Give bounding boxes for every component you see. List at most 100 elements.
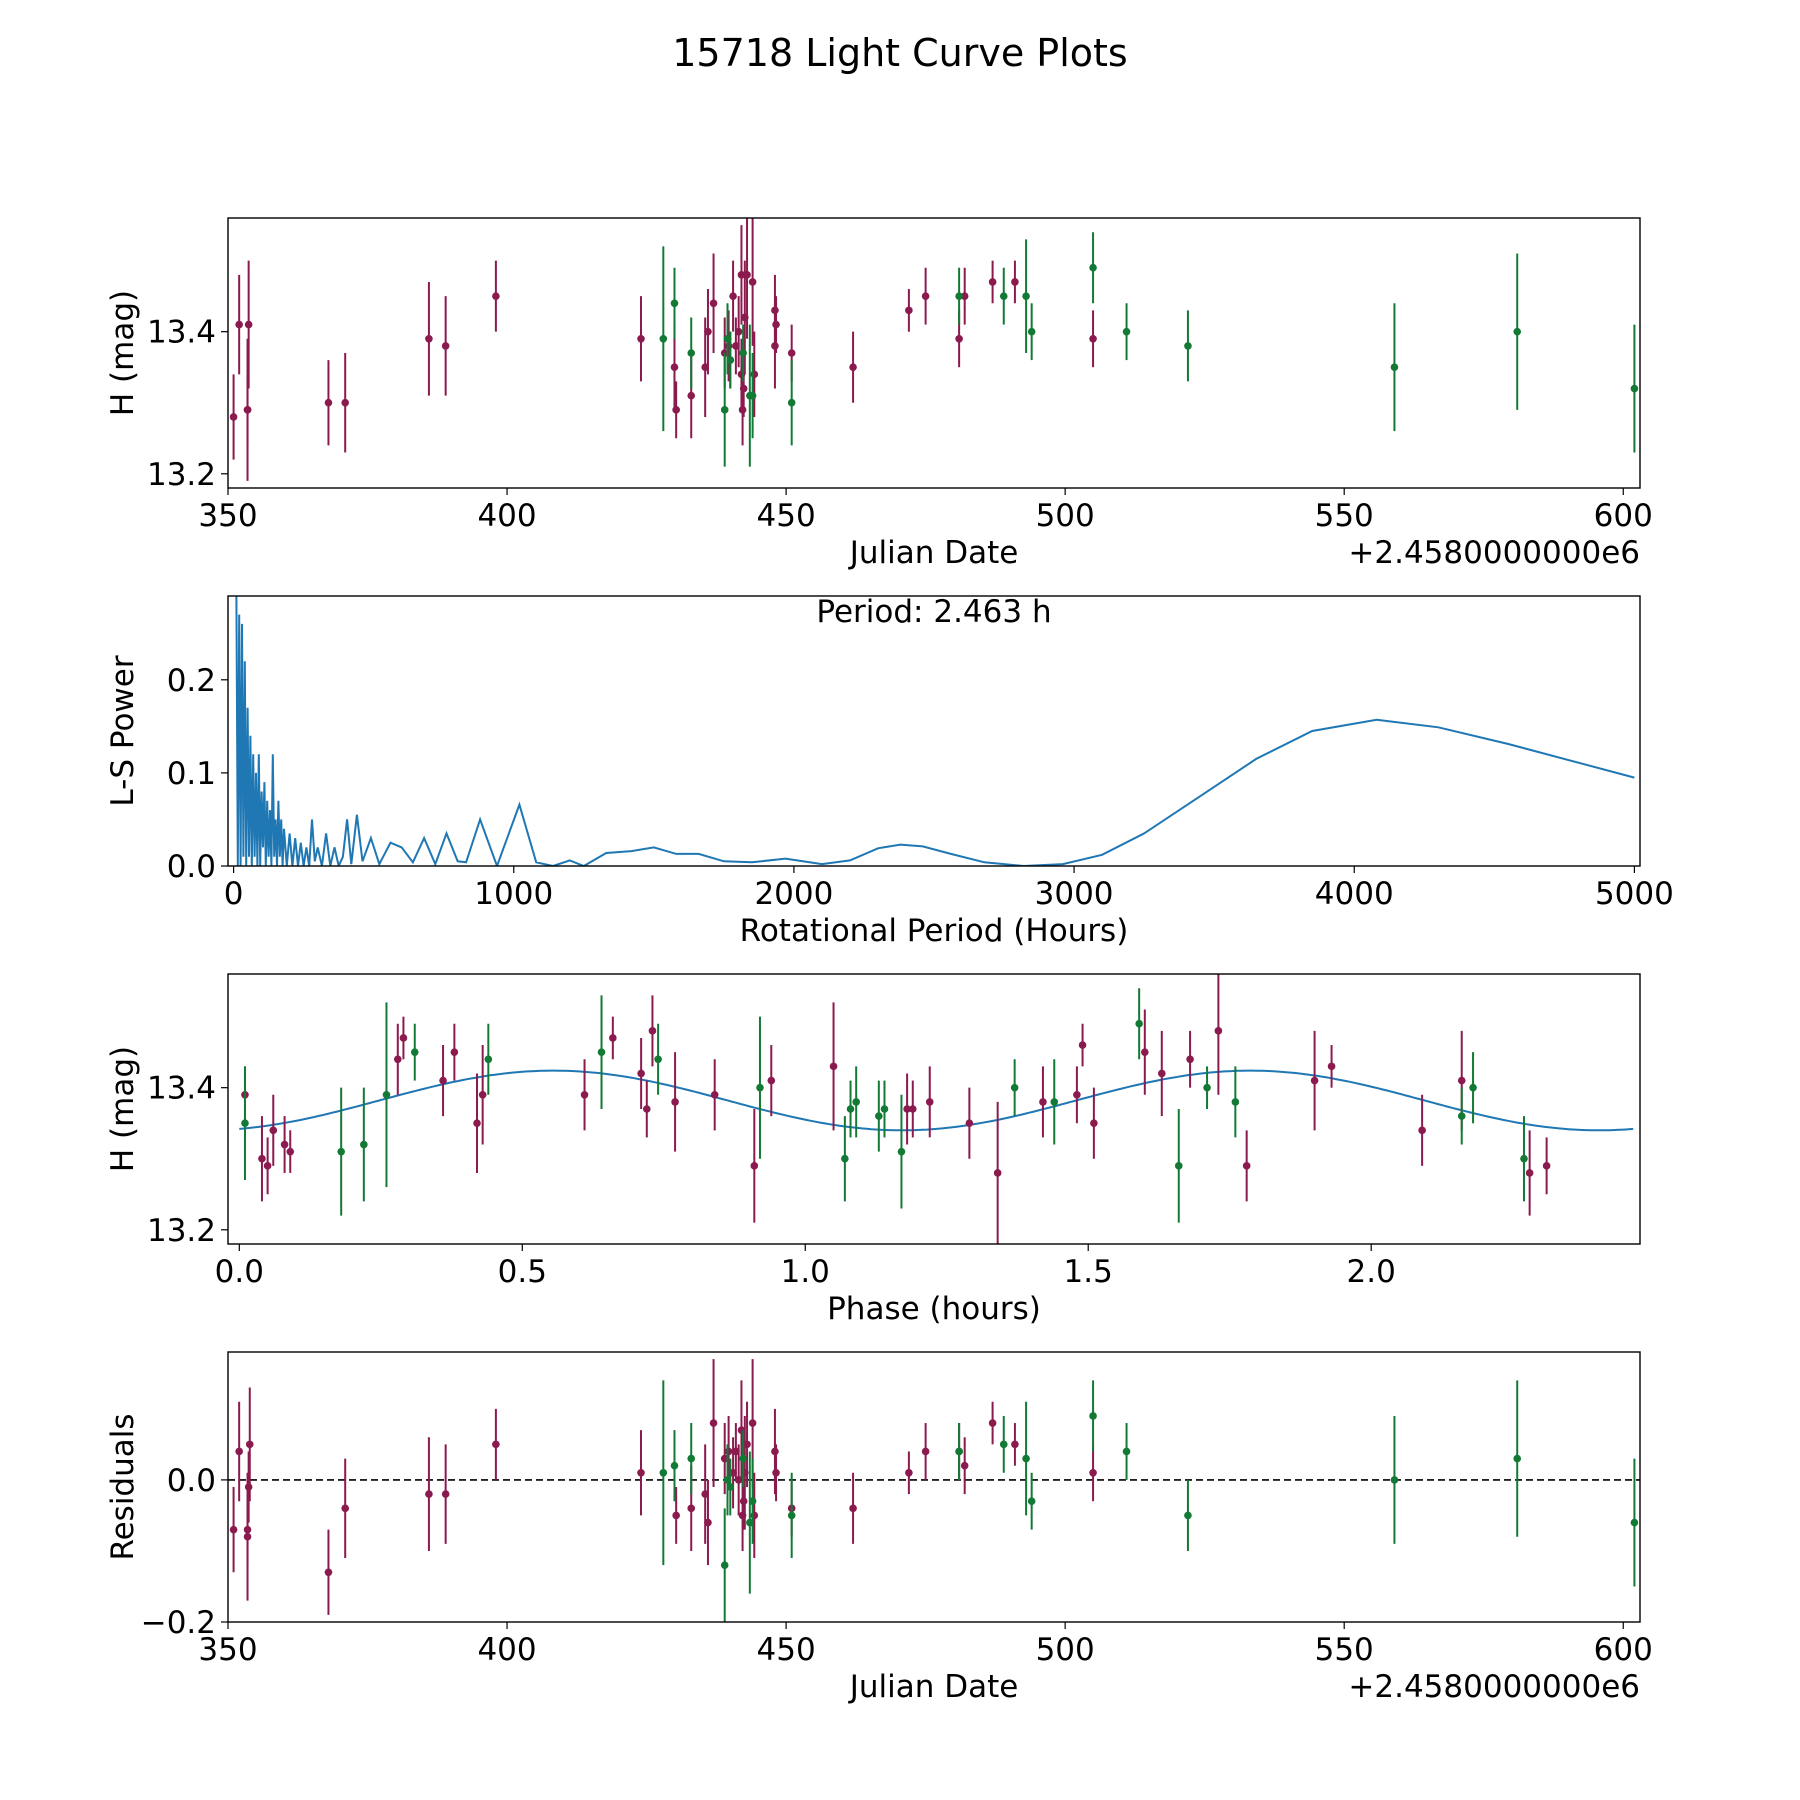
data-point <box>1141 1048 1149 1056</box>
data-point <box>750 1162 759 1170</box>
series-magenta-points <box>241 974 1551 1244</box>
data-point <box>1022 1454 1030 1463</box>
data-point <box>687 1504 696 1513</box>
data-point <box>1027 1497 1036 1506</box>
data-point <box>1542 1162 1551 1170</box>
x-tick-label: 2.0 <box>1347 1254 1396 1290</box>
data-point <box>743 271 751 279</box>
data-point <box>748 1497 757 1506</box>
data-point <box>1089 1412 1097 1420</box>
data-point <box>1390 363 1399 372</box>
data-point <box>756 1083 764 1092</box>
x-tick-label: 1.5 <box>1064 1254 1113 1290</box>
data-point <box>637 1468 645 1477</box>
data-point <box>739 1497 748 1506</box>
data-point <box>726 356 735 364</box>
data-point <box>905 1468 913 1477</box>
data-point <box>1135 1019 1143 1028</box>
axes-lightcurve: 350 400 450 500 550 600 13.2 13.4 Julian Date H (… <box>105 217 1653 571</box>
data-point <box>399 1034 408 1042</box>
x-tick-label: 500 <box>1036 1632 1095 1668</box>
data-point <box>410 1048 419 1056</box>
data-point <box>243 406 252 414</box>
data-point <box>492 292 500 300</box>
data-point <box>672 1511 680 1520</box>
y-tick-label: 0.0 <box>167 849 216 885</box>
data-point <box>1203 1083 1211 1092</box>
data-point <box>1457 1076 1466 1085</box>
data-point <box>1469 1083 1477 1092</box>
x-tick-label: 400 <box>477 498 536 534</box>
data-point <box>852 1098 860 1106</box>
data-point <box>286 1147 295 1156</box>
data-point <box>670 363 679 372</box>
x-axis-label: Julian Date <box>848 1669 1019 1705</box>
data-point <box>324 1568 333 1577</box>
data-point <box>849 363 857 372</box>
data-point <box>988 1419 997 1427</box>
data-point <box>637 334 645 343</box>
data-point <box>263 1162 272 1170</box>
data-point <box>1231 1098 1240 1106</box>
data-point <box>337 1147 345 1156</box>
axes-frame <box>227 595 1641 867</box>
data-point <box>1122 1447 1131 1456</box>
data-point <box>709 299 718 308</box>
data-point <box>739 349 747 357</box>
series-green-points <box>659 232 1639 467</box>
data-point <box>244 1483 253 1491</box>
data-point <box>425 334 433 343</box>
axes-root: 350 400 450 500 550 600 13.2 13.4 Julian Date H (… <box>105 217 1674 1705</box>
data-point <box>767 1076 776 1085</box>
data-point <box>704 327 712 336</box>
x-tick-label: 2000 <box>754 876 833 912</box>
x-axis-label: Phase (hours) <box>827 1291 1041 1327</box>
axes-phased: 0.0 0.5 1.0 1.5 2.0 13.2 13.4 Phase (hours) H (m… <box>105 973 1641 1327</box>
data-point <box>960 1461 969 1470</box>
data-point <box>903 1105 911 1113</box>
x-tick-label: 350 <box>198 498 257 534</box>
x-tick-label: 400 <box>477 1632 536 1668</box>
data-point <box>729 292 737 300</box>
data-point <box>245 1440 254 1449</box>
data-point <box>324 398 333 407</box>
data-point <box>921 292 930 300</box>
data-point <box>473 1119 481 1128</box>
data-point <box>393 1055 402 1064</box>
data-point <box>341 398 350 407</box>
data-point <box>244 320 253 329</box>
x-axis-label: Rotational Period (Hours) <box>740 913 1129 949</box>
data-point <box>787 1511 796 1520</box>
y-tick-label: 13.4 <box>147 1071 216 1107</box>
data-point <box>241 1119 249 1128</box>
data-point <box>829 1062 838 1071</box>
data-point <box>609 1034 617 1042</box>
data-point <box>229 1525 238 1534</box>
data-point <box>720 1561 729 1569</box>
x-tick-label: 600 <box>1594 498 1653 534</box>
data-point <box>737 271 746 279</box>
y-axis-label: L-S Power <box>105 655 141 806</box>
period-annotation: Period: 2.463 h <box>816 594 1051 630</box>
data-point <box>492 1440 500 1449</box>
data-point <box>1010 1083 1019 1092</box>
data-point <box>921 1447 930 1456</box>
data-point <box>1525 1169 1534 1177</box>
data-point <box>1122 327 1131 336</box>
data-point <box>637 1069 645 1078</box>
y-tick-label: 0.1 <box>167 756 216 792</box>
axes-periodogram: 0 1000 2000 3000 4000 5000 0.0 0.1 0.2 Rotational… <box>105 594 1674 949</box>
x-tick-label: 1.0 <box>781 1254 830 1290</box>
data-point <box>748 278 757 286</box>
y-tick-label: 13.2 <box>147 1213 216 1249</box>
x-tick-label: 600 <box>1594 1632 1653 1668</box>
data-point <box>772 1468 780 1477</box>
data-point <box>772 320 780 329</box>
x-tick-label: 0.5 <box>498 1254 547 1290</box>
data-point <box>846 1105 855 1113</box>
y-axis-label: H (mag) <box>105 1046 141 1172</box>
y-tick-label: −0.2 <box>141 1605 216 1641</box>
data-point <box>670 299 679 308</box>
data-point <box>478 1090 487 1099</box>
data-point <box>1157 1069 1166 1078</box>
